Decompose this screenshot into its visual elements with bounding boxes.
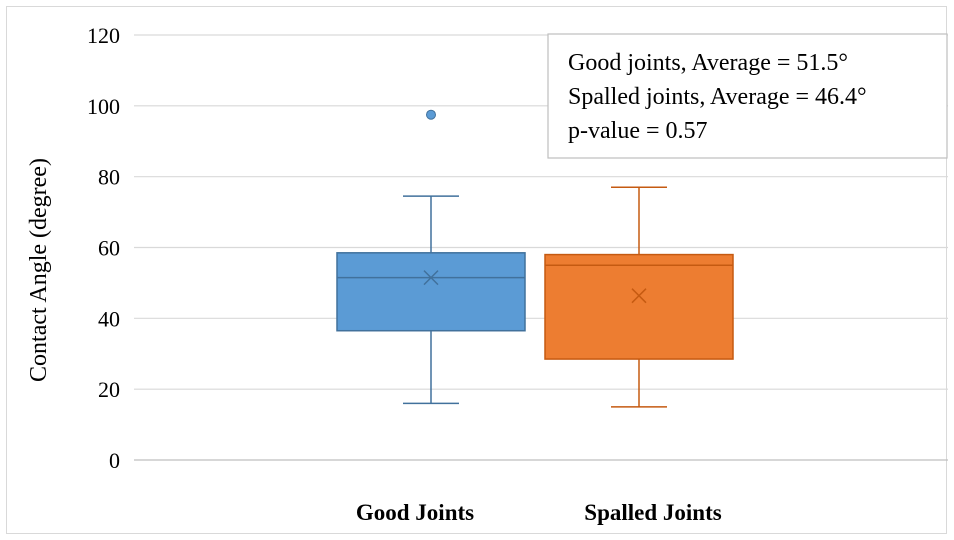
gridlines <box>134 34 948 461</box>
y-axis-label: Contact Angle (degree) <box>26 158 52 382</box>
y-tick-40: 40 <box>98 306 120 331</box>
annotation-line-pvalue: p-value = 0.57 <box>568 118 708 144</box>
iqr-box-spalled-joints <box>544 253 734 360</box>
boxes <box>336 109 734 408</box>
y-tick-100: 100 <box>87 94 120 119</box>
mean-marker-b-good-joints <box>423 270 439 286</box>
category-label-spalled-joints: Spalled Joints <box>584 500 721 525</box>
y-tick-20: 20 <box>98 377 120 402</box>
annotation-line-good: Good joints, Average = 51.5° <box>568 50 848 76</box>
annotation-line-spalled: Spalled joints, Average = 46.4° <box>568 84 867 110</box>
box-spalled-joints <box>544 186 734 408</box>
y-tick-60: 60 <box>98 236 120 261</box>
category-labels: Good Joints Spalled Joints <box>356 500 722 525</box>
y-tick-120: 120 <box>87 23 120 48</box>
y-tick-labels: 0 20 40 60 80 100 120 <box>87 23 120 473</box>
category-label-good-joints: Good Joints <box>356 500 474 525</box>
y-tick-80: 80 <box>98 165 120 190</box>
y-tick-0: 0 <box>109 448 120 473</box>
mean-marker-b-spalled-joints <box>631 288 647 304</box>
annotation-box <box>547 33 948 159</box>
outlier-good-joints-0 <box>426 109 436 120</box>
iqr-box-good-joints <box>336 252 526 332</box>
box-good-joints <box>336 109 526 405</box>
chart-frame <box>6 6 947 534</box>
stats-annotation-box: Good joints, Average = 51.5° Spalled joi… <box>547 33 948 159</box>
